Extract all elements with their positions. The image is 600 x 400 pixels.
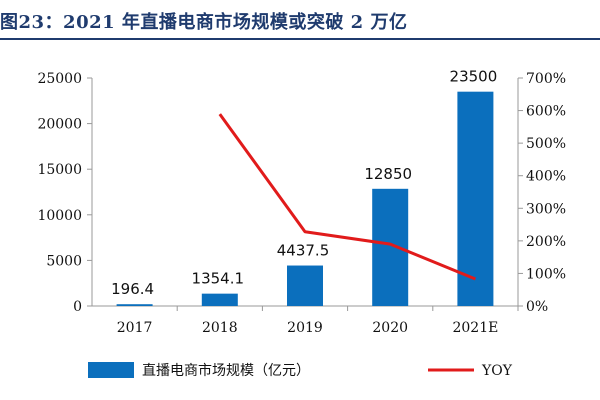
bar-series — [116, 91, 494, 307]
legend-bar-swatch — [88, 362, 134, 378]
bar — [201, 293, 238, 306]
bar-data-label: 1354.1 — [192, 270, 245, 288]
y-right-tick-label: 700% — [526, 71, 566, 87]
x-tick-label: 2020 — [372, 320, 408, 336]
y-right-tick-label: 100% — [526, 266, 566, 282]
legend: 直播电商市场规模（亿元） YOY — [88, 362, 513, 379]
legend-line-label: YOY — [481, 363, 513, 379]
x-tick-label: 2019 — [287, 320, 323, 336]
bar-data-label: 23500 — [450, 68, 498, 86]
bar-data-labels: 196.4 1354.1 4437.5 12850 23500 — [111, 68, 497, 299]
y-right-tick-label: 0% — [526, 299, 548, 315]
bar — [116, 304, 153, 306]
title-divider — [0, 38, 600, 40]
y-left-tick-label: 0 — [73, 299, 82, 315]
yoy-line — [218, 113, 476, 281]
bar-data-label: 12850 — [364, 165, 412, 183]
y-left-tick-label: 25000 — [37, 71, 82, 87]
y-left-tick-label: 5000 — [46, 253, 82, 269]
y-right-tick-label: 300% — [526, 201, 566, 217]
y-left-tick-label: 20000 — [37, 117, 82, 133]
bar-data-label: 4437.5 — [277, 242, 330, 260]
yoy-line-series — [218, 113, 476, 281]
bar — [372, 188, 409, 306]
chart-title: 图23：2021 年直播电商市场规模或突破 2 万亿 — [0, 12, 408, 33]
x-tick-label: 2018 — [202, 320, 238, 336]
y-left-tick-label: 10000 — [37, 208, 82, 224]
legend-bar-label: 直播电商市场规模（亿元） — [142, 362, 310, 379]
axes: 0 5000 10000 15000 20000 25000 0% 100% 200% 300% 4… — [37, 71, 566, 336]
y-right-tick-label: 200% — [526, 234, 566, 250]
y-right-tick-label: 500% — [526, 136, 566, 152]
x-tick-label: 2021E — [452, 320, 498, 336]
y-left-tick-label: 15000 — [37, 162, 82, 178]
bar — [287, 265, 323, 306]
y-right-tick-label: 600% — [526, 104, 566, 120]
x-tick-label: 2017 — [117, 320, 153, 336]
bar-data-label: 196.4 — [111, 280, 154, 298]
bar — [457, 91, 494, 307]
y-right-tick-label: 400% — [526, 169, 566, 185]
